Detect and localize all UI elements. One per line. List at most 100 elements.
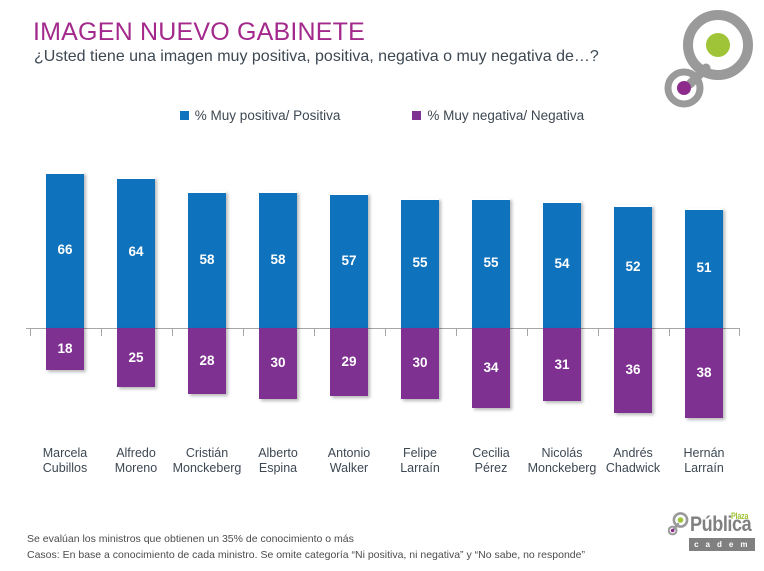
category-label-line: Moreno <box>114 461 158 475</box>
bar-value-negative: 30 <box>270 355 286 371</box>
bar-value-negative: 25 <box>128 349 144 365</box>
bar-positive[interactable] <box>543 200 581 328</box>
brand-superscript: Plaza <box>731 511 749 521</box>
category-label: Nicolás Monckeberg <box>516 446 608 476</box>
bar-value-negative: 31 <box>554 356 570 372</box>
bar-value-positive: 55 <box>412 255 428 271</box>
category-label: Marcela Cubillos <box>19 446 111 476</box>
category-label-line: Pérez <box>474 461 508 475</box>
bar-negative[interactable] <box>472 328 510 409</box>
category-label-line: Monckeberg <box>527 461 597 475</box>
bar-positive[interactable] <box>330 193 368 328</box>
bar-positive[interactable] <box>401 198 439 328</box>
bar-value-negative: 18 <box>57 341 73 357</box>
axis-tick <box>527 329 528 336</box>
category-label-line: Walker <box>329 461 369 475</box>
category-label-line: Cubillos <box>42 461 88 475</box>
legend-label-positiva: % Muy positiva/ Positiva <box>194 108 341 123</box>
category-label-line: Monckeberg <box>172 461 242 475</box>
category-label-line: Andrés <box>613 446 653 460</box>
category-axis-labels: Marcela Cubillos Alfredo Moreno Cristián Monc… <box>0 446 764 488</box>
bar-value-positive: 54 <box>554 256 570 272</box>
bar-negative[interactable] <box>259 328 297 399</box>
bar-value-negative: 30 <box>412 355 428 371</box>
category-label-line: Chadwick <box>605 461 661 475</box>
category-label-line: Hernán <box>683 446 725 460</box>
legend-item-negativa[interactable]: % Muy negativa/ Negativa <box>412 108 584 123</box>
legend-swatch-negativa-icon <box>412 111 422 120</box>
two-circles-mark-icon <box>664 10 753 108</box>
legend-label-negativa: % Muy negativa/ Negativa <box>427 108 585 123</box>
page-title: IMAGEN NUEVO GABINETE <box>33 18 366 46</box>
category-label-line: Cristián <box>185 446 229 460</box>
axis-tick <box>598 329 599 336</box>
category-label: Cecilia Pérez <box>445 446 537 476</box>
footnotes: Se evalúan los ministros que obtienen un… <box>27 531 667 563</box>
bar-negative[interactable] <box>614 328 652 413</box>
axis-tick <box>739 329 740 336</box>
bar-value-negative: 38 <box>696 364 712 380</box>
bar-negative[interactable] <box>685 328 723 418</box>
category-label-line: Alfredo <box>116 446 156 460</box>
category-label: Andrés Chadwick <box>587 446 679 476</box>
bar-value-positive: 57 <box>341 252 357 268</box>
bar-value-positive: 55 <box>483 255 499 271</box>
axis-tick <box>243 329 244 336</box>
bar-negative[interactable] <box>543 328 581 402</box>
bar-negative[interactable] <box>46 328 84 371</box>
category-label-line: Felipe <box>402 446 438 460</box>
legend-swatch-positiva-icon <box>179 111 189 120</box>
page-subtitle: ¿Usted tiene una imagen muy positiva, po… <box>34 48 599 65</box>
axis-tick <box>30 329 31 336</box>
category-label: Hernán Larraín <box>658 446 750 476</box>
bar-positive[interactable] <box>472 198 510 328</box>
bar-negative[interactable] <box>401 328 439 399</box>
category-label-line: Antonio <box>327 446 371 460</box>
axis-tick <box>101 329 102 336</box>
category-label-line: Marcela <box>42 446 88 460</box>
category-label-line: Espina <box>258 461 298 475</box>
footnote-line-2: Casos: En base a conocimiento de cada mi… <box>27 549 585 561</box>
bar-value-positive: 58 <box>199 251 215 267</box>
axis-tick <box>456 329 457 336</box>
category-label: Cristián Monckeberg <box>161 446 253 476</box>
bar-positive[interactable] <box>685 207 723 328</box>
category-label-line: Cecilia <box>472 446 510 460</box>
bar-positive[interactable] <box>188 191 226 328</box>
zero-baseline-axis <box>26 328 740 329</box>
category-label-line: Larraín <box>400 461 440 475</box>
bar-value-negative: 36 <box>625 362 641 378</box>
bar-value-negative: 29 <box>341 354 357 370</box>
bar-negative[interactable] <box>330 328 368 397</box>
bar-value-positive: 58 <box>270 251 286 267</box>
chart-plot-area: 66 18 64 25 58 28 58 30 57 29 55 30 55 34 54 31 52 36 51 38 <box>0 150 764 440</box>
axis-tick <box>385 329 386 336</box>
bar-value-positive: 66 <box>57 242 73 258</box>
bar-negative[interactable] <box>117 328 155 387</box>
bar-negative[interactable] <box>188 328 226 395</box>
bar-positive[interactable] <box>259 191 297 328</box>
brand-name: Pública <box>690 513 752 536</box>
category-label: Antonio Walker <box>303 446 395 476</box>
bar-value-positive: 51 <box>696 259 712 275</box>
brand-two-circles-icon <box>668 512 689 536</box>
bar-positive[interactable] <box>46 172 84 328</box>
brand-logo: Pública Plaza c a d e m <box>668 511 756 562</box>
category-label: Felipe Larraín <box>374 446 466 476</box>
axis-tick <box>669 329 670 336</box>
legend-item-positiva[interactable]: % Muy positiva/ Positiva <box>179 108 341 123</box>
brand-tagline-bar: c a d e m <box>689 538 755 551</box>
bar-series-container: 66 18 64 25 58 28 58 30 57 29 55 30 55 34 54 31 52 36 51 38 <box>0 150 764 440</box>
footnote-line-1: Se evalúan los ministros que obtienen un… <box>27 533 354 545</box>
bar-value-positive: 52 <box>625 258 641 274</box>
axis-tick <box>172 329 173 336</box>
brand-tagline: c a d e m <box>694 540 750 549</box>
category-label: Alberto Espina <box>232 446 324 476</box>
bar-value-negative: 28 <box>199 353 215 369</box>
bar-value-positive: 64 <box>128 244 144 260</box>
bar-positive[interactable] <box>614 205 652 328</box>
category-label-line: Nicolás <box>541 446 583 460</box>
category-label: Alfredo Moreno <box>90 446 182 476</box>
chart-legend: % Muy positiva/ Positiva % Muy negativa/… <box>0 108 764 123</box>
bar-positive[interactable] <box>117 176 155 328</box>
